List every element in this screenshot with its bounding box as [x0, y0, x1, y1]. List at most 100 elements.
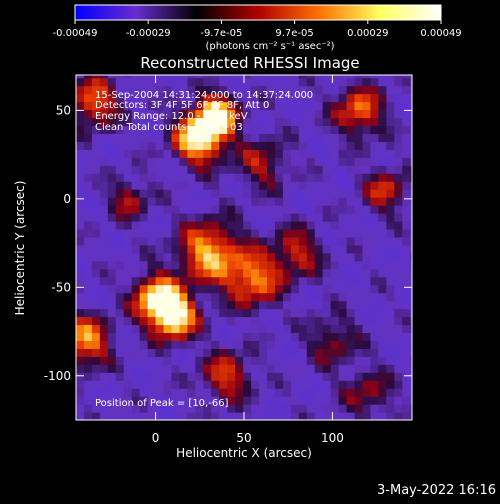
heatmap-cell	[290, 141, 300, 150]
heatmap-cell	[322, 388, 332, 397]
heatmap-cell	[203, 220, 212, 230]
heatmap-cell	[99, 157, 109, 166]
heatmap-cell	[163, 133, 173, 142]
heatmap-cell	[322, 173, 332, 182]
heatmap-cell	[219, 340, 228, 349]
heatmap-cell	[370, 149, 379, 158]
heatmap-cell	[235, 157, 244, 166]
heatmap-cell	[243, 332, 252, 341]
heatmap-cell	[386, 404, 395, 413]
heatmap-cell	[298, 181, 308, 190]
heatmap-cell	[314, 324, 324, 334]
heatmap-cell	[211, 260, 220, 270]
heatmap-cell	[83, 284, 93, 294]
heatmap-cell	[163, 117, 173, 127]
heatmap-cell	[99, 324, 109, 334]
heatmap-cell	[378, 189, 387, 198]
heatmap-cell	[282, 109, 292, 119]
heatmap-cell	[227, 165, 236, 174]
heatmap-cell	[346, 412, 356, 420]
heatmap-cell	[107, 213, 117, 222]
heatmap-cell	[346, 213, 356, 222]
heatmap-cell	[91, 133, 101, 142]
heatmap-cell	[354, 157, 364, 166]
heatmap-cell	[314, 340, 324, 349]
heatmap-cell	[394, 77, 403, 87]
heatmap-cell	[76, 117, 85, 127]
heatmap-cell	[346, 101, 356, 111]
heatmap-cell	[306, 205, 316, 214]
heatmap-cell	[354, 181, 364, 190]
heatmap-cell	[147, 340, 157, 349]
heatmap-cell	[227, 220, 236, 230]
heatmap-cell	[139, 388, 149, 397]
heatmap-cell	[290, 165, 300, 174]
heatmap-cell	[386, 125, 395, 134]
heatmap-cell	[227, 284, 236, 294]
heatmap-cell	[115, 396, 125, 405]
heatmap-cell	[115, 173, 125, 182]
heatmap-cell	[131, 372, 141, 381]
heatmap-cell	[362, 300, 372, 310]
heatmap-cell	[378, 133, 387, 142]
heatmap-cell	[76, 173, 85, 182]
heatmap-cell	[91, 125, 101, 134]
heatmap-cell	[282, 356, 292, 365]
heatmap-cell	[370, 213, 379, 222]
heatmap-cell	[123, 308, 133, 318]
heatmap-cell	[378, 316, 387, 326]
heatmap-cell	[76, 404, 85, 413]
heatmap-cell	[402, 220, 411, 230]
heatmap-cell	[155, 308, 165, 318]
heatmap-cell	[282, 396, 292, 405]
heatmap-cell	[370, 268, 379, 278]
heatmap-cell	[123, 364, 133, 373]
heatmap-cell	[402, 300, 411, 310]
heatmap-cell	[259, 141, 268, 150]
heatmap-cell	[314, 252, 324, 262]
heatmap-cell	[251, 252, 260, 262]
heatmap-cell	[76, 228, 85, 238]
heatmap-cell	[155, 268, 165, 278]
heatmap-cell	[147, 380, 157, 389]
heatmap-cell	[322, 165, 332, 174]
heatmap-cell	[91, 213, 101, 222]
heatmap-cell	[99, 205, 109, 214]
heatmap-cell	[354, 300, 364, 310]
heatmap-cell	[99, 380, 109, 389]
heatmap-cell	[362, 332, 372, 341]
heatmap-cell	[259, 332, 268, 341]
heatmap-cell	[171, 404, 181, 413]
heatmap-cell	[370, 276, 379, 286]
heatmap-cell	[171, 396, 181, 405]
heatmap-cell	[76, 85, 85, 95]
heatmap-cell	[362, 276, 372, 286]
heatmap-cell	[314, 388, 324, 397]
heatmap-cell	[346, 109, 356, 119]
heatmap-cell	[76, 308, 85, 318]
heatmap-cell	[394, 236, 403, 246]
heatmap-cell	[314, 189, 324, 198]
heatmap-cell	[362, 77, 372, 87]
heatmap-cell	[370, 228, 379, 238]
heatmap-cell	[362, 109, 372, 119]
heatmap-cell	[195, 133, 204, 142]
heatmap-cell	[290, 133, 300, 142]
heatmap-cell	[171, 157, 181, 166]
heatmap-cell	[370, 189, 379, 198]
heatmap-cell	[131, 300, 141, 310]
heatmap-cell	[274, 260, 284, 270]
heatmap-cell	[386, 356, 395, 365]
heatmap-cell	[195, 213, 204, 222]
heatmap-cell	[282, 141, 292, 150]
heatmap-cell	[378, 308, 387, 318]
heatmap-cell	[76, 75, 85, 79]
heatmap-cell	[274, 244, 284, 254]
heatmap-cell	[211, 228, 220, 238]
heatmap-cell	[99, 292, 109, 302]
heatmap-cell	[370, 93, 379, 103]
heatmap-cell	[243, 133, 252, 142]
heatmap-cell	[179, 149, 189, 158]
heatmap-cell	[378, 260, 387, 270]
heatmap-cell	[298, 165, 308, 174]
